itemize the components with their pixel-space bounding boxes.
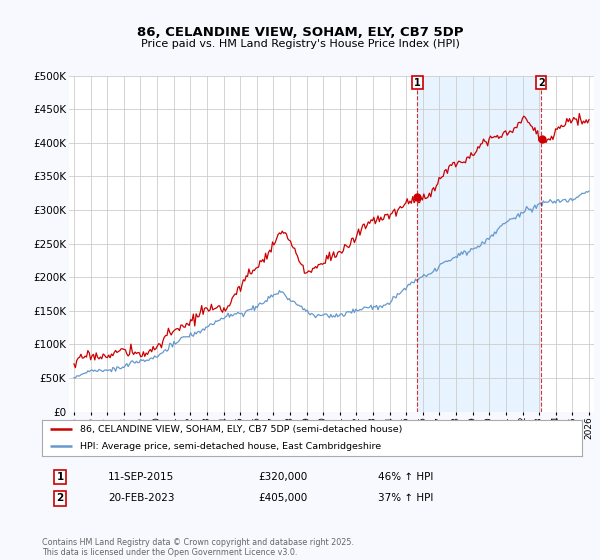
Text: HPI: Average price, semi-detached house, East Cambridgeshire: HPI: Average price, semi-detached house,… — [80, 442, 381, 451]
Text: 86, CELANDINE VIEW, SOHAM, ELY, CB7 5DP (semi-detached house): 86, CELANDINE VIEW, SOHAM, ELY, CB7 5DP … — [80, 424, 402, 433]
Text: 86, CELANDINE VIEW, SOHAM, ELY, CB7 5DP: 86, CELANDINE VIEW, SOHAM, ELY, CB7 5DP — [137, 26, 463, 39]
Text: £405,000: £405,000 — [258, 493, 307, 503]
Text: 1: 1 — [414, 78, 421, 87]
Text: 1: 1 — [56, 472, 64, 482]
Text: 2: 2 — [538, 78, 545, 87]
Text: 20-FEB-2023: 20-FEB-2023 — [108, 493, 175, 503]
Text: 11-SEP-2015: 11-SEP-2015 — [108, 472, 174, 482]
Text: Price paid vs. HM Land Registry's House Price Index (HPI): Price paid vs. HM Land Registry's House … — [140, 39, 460, 49]
Text: 46% ↑ HPI: 46% ↑ HPI — [378, 472, 433, 482]
Text: 37% ↑ HPI: 37% ↑ HPI — [378, 493, 433, 503]
Bar — [418, 76, 541, 412]
Text: £320,000: £320,000 — [258, 472, 307, 482]
Text: 2: 2 — [56, 493, 64, 503]
Text: Contains HM Land Registry data © Crown copyright and database right 2025.
This d: Contains HM Land Registry data © Crown c… — [42, 538, 354, 557]
